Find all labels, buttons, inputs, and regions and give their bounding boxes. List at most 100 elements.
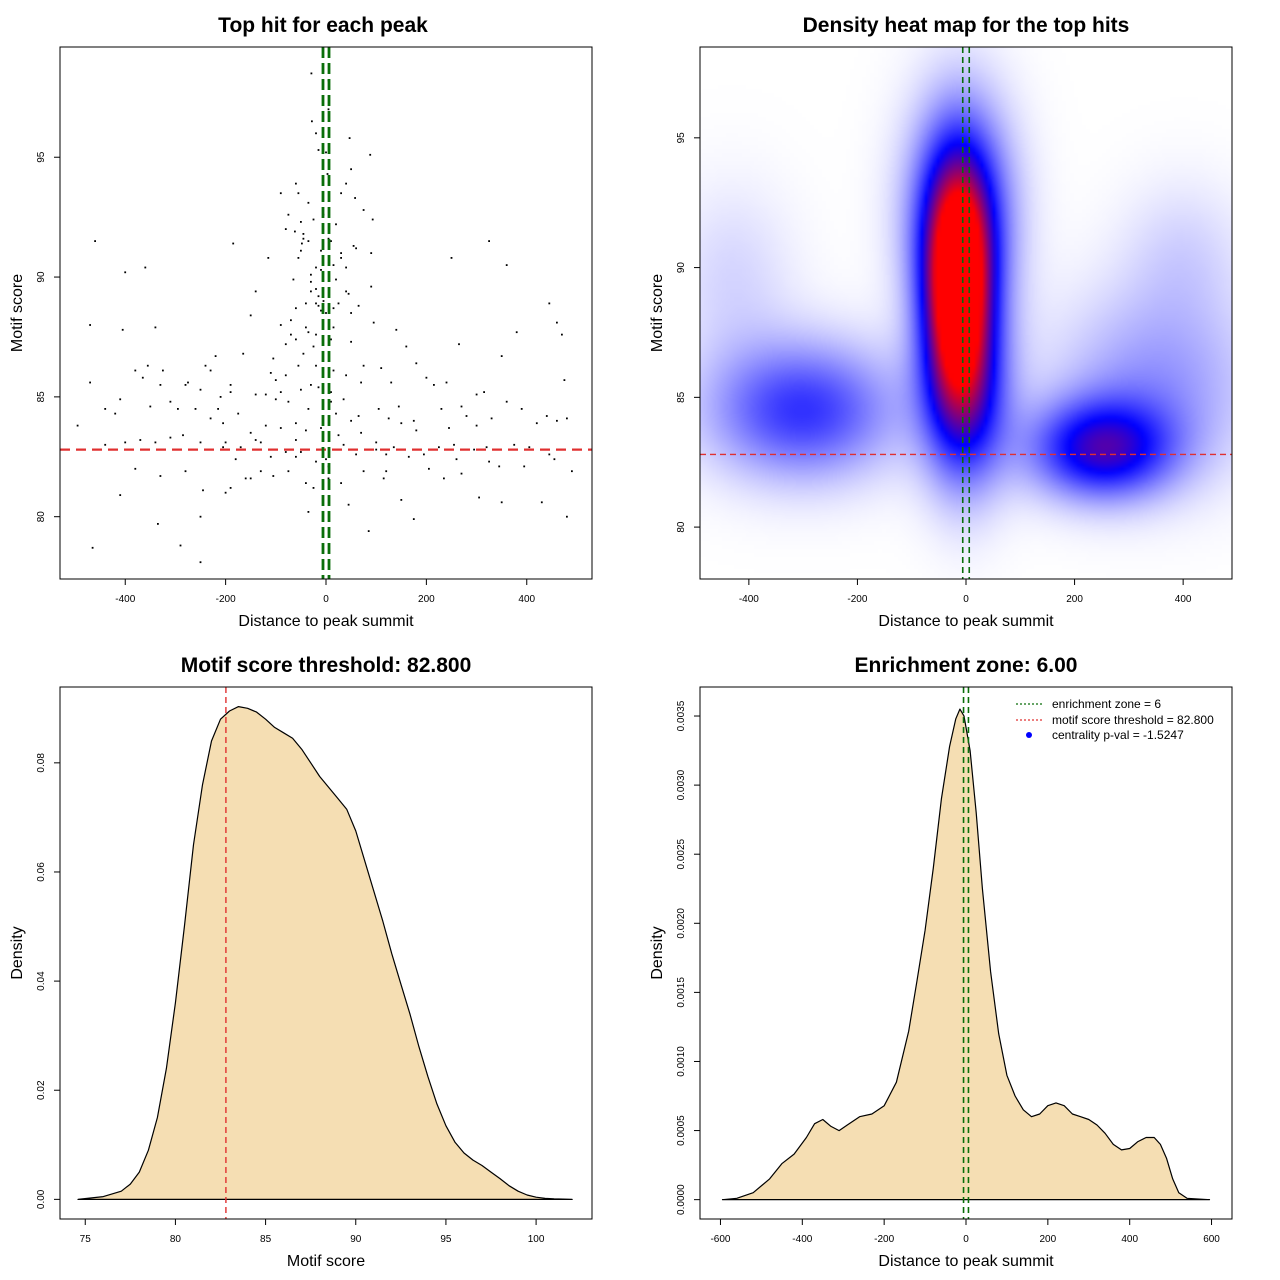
scatter-point bbox=[317, 295, 320, 298]
scatter-point bbox=[310, 290, 312, 293]
scatter-point bbox=[367, 530, 370, 532]
scatter-point bbox=[295, 422, 297, 425]
score-density-y-axis: 0.00 0.02 0.04 0.06 0.08 bbox=[36, 753, 61, 1209]
scatter-point bbox=[348, 137, 351, 139]
scatter-point bbox=[287, 213, 290, 216]
scatter-point bbox=[337, 434, 340, 437]
scatter-point bbox=[498, 465, 501, 468]
scatter-point bbox=[222, 422, 224, 425]
distance-density-title: Enrichment zone: 6.00 bbox=[855, 654, 1078, 677]
scatter-point bbox=[302, 352, 305, 355]
scatter-point bbox=[292, 278, 295, 281]
scatter-point bbox=[307, 408, 310, 410]
scatter-point bbox=[325, 458, 327, 461]
y-tick-label: 95 bbox=[36, 151, 47, 163]
scatter-point bbox=[279, 427, 282, 429]
scatter-point bbox=[310, 384, 312, 386]
scatter-point bbox=[249, 314, 252, 317]
heatmap-x-label: Distance to peak summit bbox=[878, 613, 1054, 630]
scatter-point bbox=[332, 264, 335, 266]
scatter-point bbox=[350, 340, 352, 343]
scatter-point bbox=[370, 285, 373, 288]
scatter-point bbox=[528, 446, 531, 449]
scatter-point bbox=[360, 431, 362, 434]
scatter-point bbox=[387, 417, 390, 420]
scatter-point bbox=[325, 151, 327, 154]
scatter-point bbox=[219, 396, 222, 398]
scatter-point bbox=[229, 391, 232, 393]
scatter-point bbox=[357, 304, 360, 307]
scatter-point bbox=[315, 302, 317, 305]
scatter-point bbox=[290, 319, 292, 322]
scatter-point bbox=[520, 408, 523, 410]
distance-density-marks bbox=[721, 687, 1211, 1219]
scatter-point bbox=[330, 240, 332, 242]
scatter-point bbox=[315, 288, 317, 290]
x-tick-label: 600 bbox=[1203, 1234, 1220, 1245]
scatter-point bbox=[488, 240, 490, 242]
scatter-point bbox=[350, 312, 352, 314]
scatter-point bbox=[563, 379, 566, 381]
y-tick-label: 90 bbox=[36, 271, 47, 283]
distance-density-curve bbox=[721, 708, 1211, 1201]
scatter-point bbox=[254, 439, 257, 441]
scatter-point bbox=[370, 252, 373, 254]
scatter-point bbox=[284, 343, 287, 346]
scatter-point bbox=[169, 400, 172, 403]
scatter-point bbox=[342, 398, 345, 401]
scatter-point bbox=[249, 431, 252, 434]
scatter-point bbox=[272, 475, 275, 477]
scatter-point bbox=[300, 388, 302, 391]
scatter-point bbox=[320, 269, 322, 271]
scatter-point bbox=[352, 245, 355, 247]
score-density-y-label: Density bbox=[9, 926, 26, 979]
scatter-point bbox=[332, 307, 335, 310]
scatter-point bbox=[412, 518, 415, 520]
scatter-point bbox=[448, 427, 450, 429]
y-tick-label: 95 bbox=[676, 132, 687, 144]
scatter-point bbox=[483, 391, 485, 393]
scatter-marks bbox=[60, 47, 592, 579]
scatter-point bbox=[327, 108, 330, 111]
scatter-point bbox=[302, 233, 305, 235]
scatter-point bbox=[284, 228, 287, 230]
scatter-point bbox=[355, 247, 357, 250]
scatter-point bbox=[295, 439, 297, 441]
scatter-point bbox=[362, 470, 365, 473]
scatter-point bbox=[124, 271, 127, 274]
scatter-point bbox=[310, 72, 313, 75]
scatter-point bbox=[295, 455, 297, 458]
scatter-point bbox=[284, 374, 287, 377]
y-tick-label: 0.00 bbox=[36, 1189, 47, 1209]
scatter-point bbox=[154, 326, 157, 329]
scatter-point bbox=[134, 369, 137, 372]
score-density-x-label: Motif score bbox=[287, 1253, 365, 1270]
scatter-point bbox=[490, 417, 493, 420]
scatter-point bbox=[194, 408, 197, 410]
scatter-point bbox=[340, 257, 342, 259]
scatter-point bbox=[478, 496, 480, 499]
scatter-point bbox=[354, 197, 356, 199]
scatter-point bbox=[169, 436, 172, 439]
scatter-point bbox=[287, 400, 290, 403]
scatter-point bbox=[407, 455, 410, 458]
scatter-point bbox=[425, 376, 428, 379]
x-tick-label: -200 bbox=[216, 594, 236, 605]
scatter-point bbox=[475, 393, 478, 396]
x-tick-label: -400 bbox=[792, 1234, 812, 1245]
scatter-point bbox=[548, 302, 551, 305]
x-tick-label: 200 bbox=[1040, 1234, 1057, 1245]
scatter-point bbox=[224, 441, 227, 444]
scatter-point bbox=[326, 173, 329, 175]
scatter-point bbox=[566, 417, 568, 420]
scatter-point bbox=[372, 321, 375, 324]
scatter-point bbox=[415, 429, 418, 432]
scatter-point bbox=[124, 441, 127, 444]
legend-threshold-label: motif score threshold = 82.800 bbox=[1052, 713, 1214, 727]
scatter-point bbox=[335, 278, 337, 281]
heatmap-y-label: Motif score bbox=[649, 274, 666, 352]
scatter-point bbox=[385, 453, 388, 456]
y-tick-label: 0.0000 bbox=[676, 1184, 687, 1215]
scatter-point bbox=[505, 400, 508, 403]
heatmap-title: Density heat map for the top hits bbox=[803, 14, 1130, 37]
